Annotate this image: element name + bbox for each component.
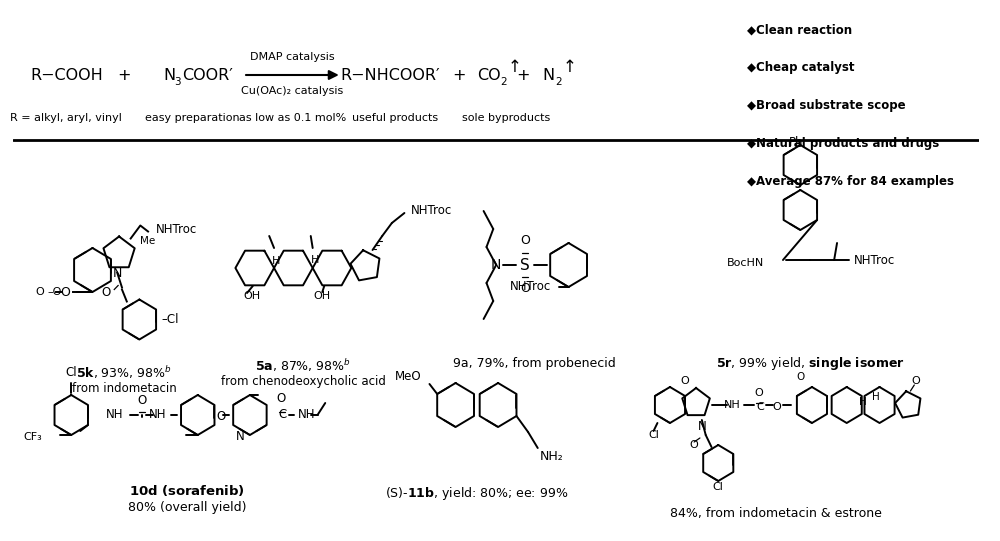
Text: –O: –O bbox=[47, 287, 62, 297]
Text: $\mathbf{5a}$, 87%, 98%$^b$: $\mathbf{5a}$, 87%, 98%$^b$ bbox=[255, 358, 351, 374]
Text: O: O bbox=[137, 394, 146, 407]
Text: H: H bbox=[859, 397, 867, 407]
Text: O: O bbox=[61, 286, 70, 299]
Text: O: O bbox=[216, 411, 225, 424]
Text: O: O bbox=[680, 376, 689, 386]
Text: ◆Clean reaction: ◆Clean reaction bbox=[747, 23, 852, 36]
Text: Cl: Cl bbox=[65, 366, 77, 379]
Text: 84%, from indometacin & estrone: 84%, from indometacin & estrone bbox=[670, 506, 882, 519]
Text: O: O bbox=[754, 388, 763, 398]
Text: H: H bbox=[272, 256, 280, 266]
Text: N: N bbox=[112, 267, 122, 280]
Text: Cu(OAc)₂ catalysis: Cu(OAc)₂ catalysis bbox=[241, 86, 344, 96]
Text: BocHN: BocHN bbox=[726, 258, 764, 268]
Text: O: O bbox=[520, 282, 530, 295]
Text: OH: OH bbox=[243, 291, 260, 301]
Text: Ph: Ph bbox=[789, 136, 803, 149]
Text: NH: NH bbox=[724, 400, 741, 410]
Text: NHTroc: NHTroc bbox=[853, 254, 895, 267]
Text: Cl: Cl bbox=[648, 430, 659, 440]
Text: O: O bbox=[35, 287, 44, 297]
Text: NH₂: NH₂ bbox=[540, 450, 563, 463]
Text: NH: NH bbox=[298, 408, 316, 421]
Text: H: H bbox=[872, 392, 880, 402]
Text: from indometacin: from indometacin bbox=[72, 382, 177, 395]
Text: NHTroc: NHTroc bbox=[510, 280, 551, 294]
Text: O: O bbox=[101, 286, 110, 299]
Text: +: + bbox=[453, 68, 466, 82]
Text: NHTroc: NHTroc bbox=[411, 203, 452, 216]
Text: N: N bbox=[543, 68, 555, 82]
Text: C: C bbox=[756, 402, 764, 412]
Text: Cl: Cl bbox=[713, 482, 724, 492]
Text: R = alkyl, aryl, vinyl: R = alkyl, aryl, vinyl bbox=[10, 113, 122, 123]
Text: 2: 2 bbox=[500, 77, 507, 87]
Text: easy preparation: easy preparation bbox=[145, 113, 239, 123]
Text: ↑: ↑ bbox=[563, 58, 577, 76]
Text: N: N bbox=[236, 431, 245, 444]
Text: O: O bbox=[912, 376, 921, 386]
Text: NH: NH bbox=[148, 408, 166, 421]
Text: 9a, 79%, from probenecid: 9a, 79%, from probenecid bbox=[453, 357, 616, 370]
Text: ↑: ↑ bbox=[508, 58, 522, 76]
Text: N: N bbox=[163, 68, 175, 82]
Text: NH: NH bbox=[106, 408, 123, 421]
Text: $\mathbf{5r}$, 99% yield, $\mathbf{single\ isomer}$: $\mathbf{5r}$, 99% yield, $\mathbf{singl… bbox=[716, 354, 904, 372]
Text: +: + bbox=[118, 68, 131, 82]
Text: $\mathbf{5k}$, 93%, 98%$^b$: $\mathbf{5k}$, 93%, 98%$^b$ bbox=[76, 365, 172, 381]
Text: ◆Natural products and drugs: ◆Natural products and drugs bbox=[747, 137, 939, 150]
Text: Me: Me bbox=[140, 236, 156, 247]
Text: 80% (overall yield): 80% (overall yield) bbox=[128, 500, 246, 513]
Text: sole byproducts: sole byproducts bbox=[462, 113, 550, 123]
Text: O: O bbox=[276, 393, 285, 406]
Text: O: O bbox=[796, 372, 804, 382]
Text: ◆Cheap catalyst: ◆Cheap catalyst bbox=[747, 62, 855, 75]
Text: 3: 3 bbox=[175, 77, 181, 87]
Text: ◆Average 87% for 84 examples: ◆Average 87% for 84 examples bbox=[747, 175, 954, 188]
Text: R−NHCOOR′: R−NHCOOR′ bbox=[340, 68, 440, 82]
Text: $\mathbf{10d\ (sorafenib)}$: $\mathbf{10d\ (sorafenib)}$ bbox=[129, 483, 245, 498]
Text: ◆Broad substrate scope: ◆Broad substrate scope bbox=[747, 100, 906, 113]
Text: 2: 2 bbox=[555, 77, 562, 87]
Text: O: O bbox=[690, 440, 698, 450]
Text: MeO: MeO bbox=[395, 370, 422, 382]
Text: as low as 0.1 mol%: as low as 0.1 mol% bbox=[239, 113, 346, 123]
Text: –Cl: –Cl bbox=[162, 313, 179, 326]
Text: N: N bbox=[697, 420, 706, 433]
Text: H: H bbox=[310, 255, 319, 265]
Text: R−COOH: R−COOH bbox=[30, 68, 103, 82]
Text: OH: OH bbox=[314, 291, 331, 301]
Text: NHTroc: NHTroc bbox=[156, 223, 197, 236]
Text: COOR′: COOR′ bbox=[182, 68, 233, 82]
Text: +: + bbox=[516, 68, 530, 82]
Text: CF₃: CF₃ bbox=[24, 432, 42, 442]
Text: O: O bbox=[773, 402, 782, 412]
Text: (S)-$\mathbf{11b}$, yield: 80%; ee: 99%: (S)-$\mathbf{11b}$, yield: 80%; ee: 99% bbox=[385, 485, 569, 502]
Text: O: O bbox=[520, 234, 530, 247]
Text: N: N bbox=[491, 258, 501, 272]
Text: S: S bbox=[520, 258, 530, 273]
Text: from chenodeoxycholic acid: from chenodeoxycholic acid bbox=[221, 375, 385, 388]
Text: C: C bbox=[279, 408, 287, 421]
Text: useful products: useful products bbox=[352, 113, 438, 123]
Text: DMAP catalysis: DMAP catalysis bbox=[250, 52, 335, 62]
Text: CO: CO bbox=[477, 68, 500, 82]
